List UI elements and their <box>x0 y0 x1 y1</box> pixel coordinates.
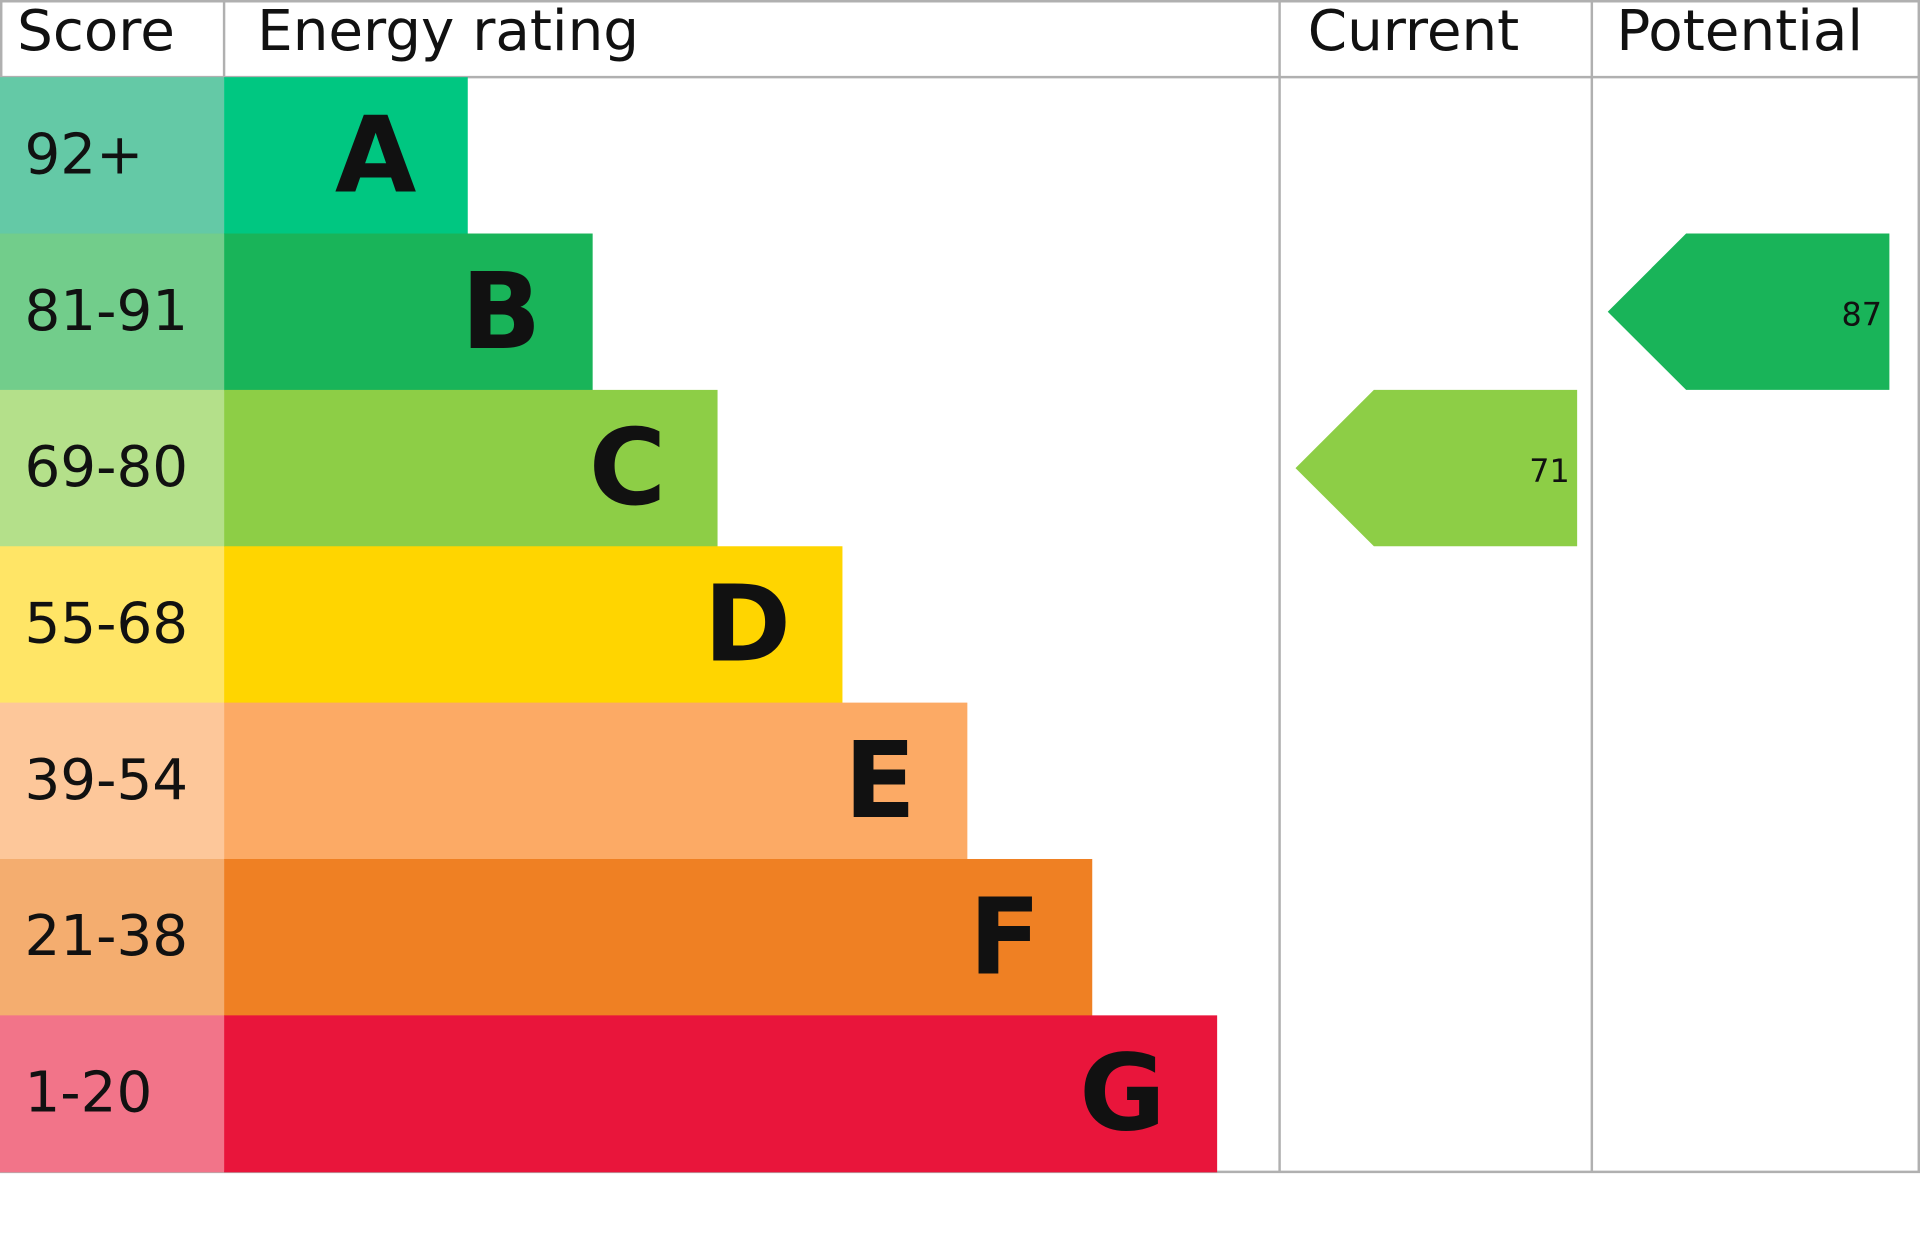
header-potential: Potential <box>1616 0 1863 64</box>
header-current: Current <box>1308 0 1520 64</box>
score-label: 55-68 <box>24 592 188 657</box>
score-label: 81-91 <box>24 279 188 344</box>
rating-letter: C <box>589 406 666 529</box>
header-score: Score <box>17 0 175 64</box>
score-cell <box>0 389 225 547</box>
potential-arrow <box>1607 233 1890 390</box>
score-label: 1-20 <box>24 1061 152 1126</box>
rating-letter: A <box>335 93 417 216</box>
current-arrow <box>1295 389 1578 547</box>
rating-bar <box>224 1015 1218 1173</box>
rating-bar <box>224 389 718 547</box>
rating-letter: B <box>461 250 541 373</box>
score-cell <box>0 858 225 1016</box>
score-cell <box>0 546 225 704</box>
score-label: 39-54 <box>24 748 188 813</box>
score-cell <box>0 77 225 235</box>
score-cell <box>0 702 225 860</box>
score-label: 21-38 <box>24 904 188 969</box>
rating-letter: F <box>969 875 1041 998</box>
rating-letter: G <box>1079 1032 1165 1155</box>
rating-bar <box>224 858 1093 1016</box>
header-rating: Energy rating <box>257 0 639 64</box>
rating-bar <box>224 702 968 860</box>
rating-letter: D <box>704 563 791 686</box>
score-label: 69-80 <box>24 435 188 500</box>
rating-bar <box>224 233 593 391</box>
rating-letter: E <box>844 719 916 842</box>
rating-bar <box>224 77 468 235</box>
score-cell <box>0 1015 225 1173</box>
potential-value: 87 <box>1842 296 1883 334</box>
score-label: 92+ <box>24 122 143 187</box>
rating-bar <box>224 546 843 704</box>
score-cell <box>0 233 225 391</box>
current-value: 71 <box>1529 452 1570 490</box>
